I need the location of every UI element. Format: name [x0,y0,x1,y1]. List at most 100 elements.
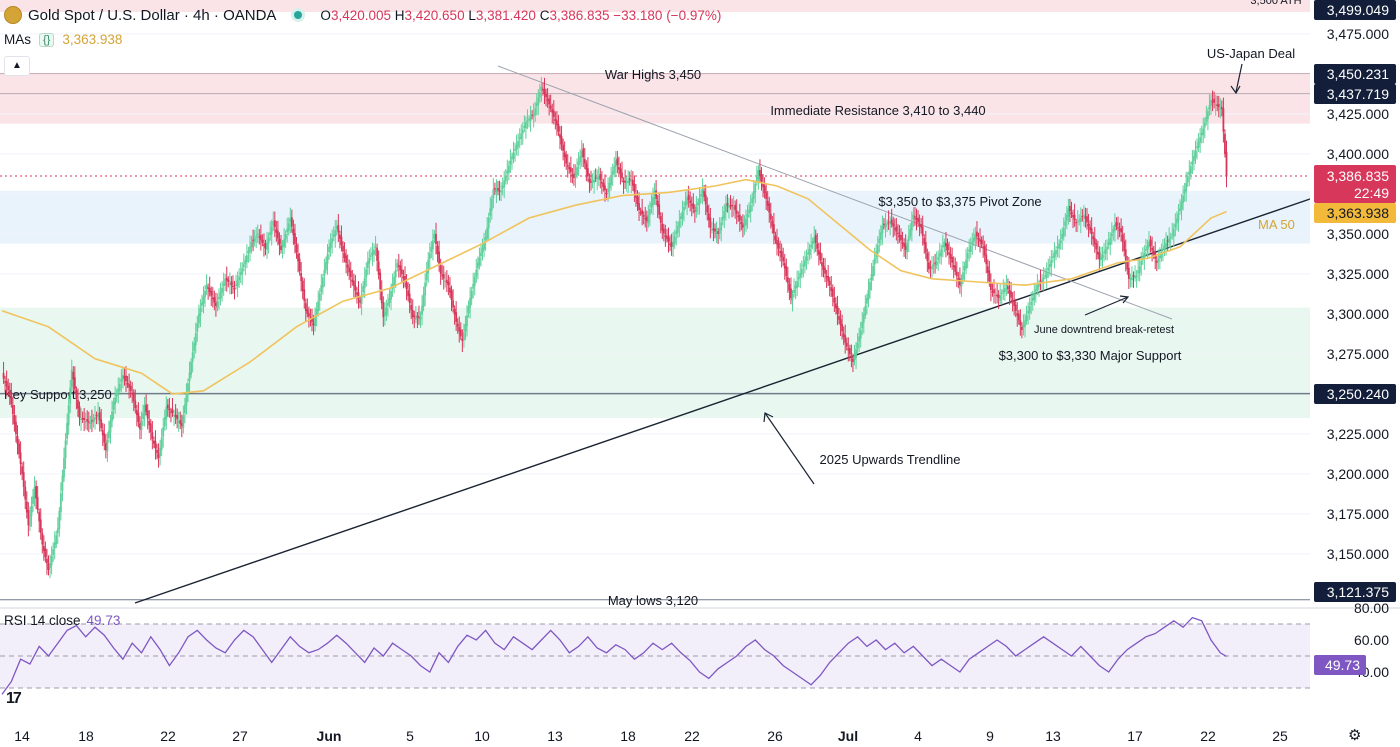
candle-body [607,188,609,193]
high-value: 3,420.650 [404,7,465,23]
candle-body [1207,111,1209,120]
candle-body [224,278,227,286]
candle-body [129,385,132,391]
candle-body [53,542,56,549]
candle-body [103,433,106,443]
candle-body [862,314,865,323]
candle-body [1090,228,1093,234]
candle-body [1042,277,1045,280]
candle-body [1112,228,1115,233]
candle-body [568,166,571,170]
settings-gear-icon[interactable]: ⚙ [1348,727,1362,744]
candle-body [532,114,535,117]
ath-label: 3,500 ATH [1250,0,1301,7]
collapse-legend-button[interactable]: ▲ [4,56,30,76]
candle-body [802,264,805,267]
candle-body [684,202,687,206]
candle-body [80,418,82,421]
candle-body [329,242,332,249]
candle-body [737,215,740,218]
candle-body [1131,277,1133,281]
last-price-tag-bg [1314,165,1396,203]
code-braces-icon[interactable]: {} [39,32,55,47]
time-axis-label: 18 [620,728,636,744]
candle-body [87,421,90,423]
tradingview-logo[interactable]: 17 [6,690,22,707]
top-clipped-zone [0,0,1310,12]
time-axis[interactable]: 14 18 22 27 Jun 5 10 13 18 22 26 Jul 4 9 13 17 22 25 [14,728,1288,744]
symbol-title[interactable]: Gold Spot / U.S. Dollar · 4h · OANDA [28,6,277,24]
candle-body [873,258,876,265]
candle-body [669,243,671,246]
time-axis-label: 4 [914,728,922,744]
price-tag-top-bg [1314,0,1396,20]
candle-body [315,309,318,315]
candle-body [382,302,385,318]
candle-body [122,374,124,381]
candle-body [711,228,713,231]
candle-body [1024,320,1026,327]
ma-legend[interactable]: MAs {} 3,363.938 [4,32,122,47]
close-label: C [539,7,550,23]
candle-body [357,292,360,299]
candle-body [1096,251,1099,255]
price-tag-war-highs-bg [1314,64,1396,84]
candle-body [33,486,36,499]
candle-body [208,287,211,293]
candle-body [549,105,552,109]
rsi-legend[interactable]: RSI 14 close 49.73 [4,613,120,628]
candle-body [1162,248,1164,251]
candle-body [1044,275,1047,277]
candle-body [959,278,961,286]
candle-body [1078,219,1081,221]
time-axis-label: 22 [684,728,700,744]
candle-body [176,415,179,420]
candle-body [946,243,949,251]
candle-body [1205,116,1208,122]
candle-body [661,223,664,231]
candle-body [1121,234,1124,242]
candle-body [455,312,458,322]
support-zone [0,307,1310,418]
candle-body [1033,293,1036,300]
candle-body [993,289,995,294]
candle-body [394,269,397,278]
candle-body [97,413,99,418]
candle-body [1089,226,1091,231]
candle-body [73,377,76,390]
candle-body [13,415,16,424]
candle-body [621,172,623,179]
candle-body [424,282,427,296]
candle-body [693,210,696,212]
price-axis[interactable]: 3,475.000 3,425.000 3,400.000 3,350.000 3,32… [0,0,1400,610]
candle-body [835,303,837,309]
candle-body [1118,229,1121,231]
candle-body [773,224,775,234]
candle-body [425,271,428,281]
candle-body [225,277,228,281]
candle-body [556,120,558,126]
candle-body [631,179,634,186]
candle-body [683,206,685,211]
candle-body [60,493,62,513]
time-axis-label: 13 [547,728,563,744]
candle-body [1224,133,1226,154]
candle-body [1065,214,1068,221]
candle-body [213,297,216,303]
candle-body [898,234,901,238]
candle-body [910,221,913,231]
candle-body [1138,266,1141,274]
candle-body [1127,267,1130,279]
candle-body [994,294,997,296]
candle-body [32,496,34,504]
candle-body [410,304,413,311]
candle-body [867,290,870,300]
candle-body [1211,101,1214,103]
candle-body [962,272,964,280]
candle-body [98,412,101,421]
candle-body [159,447,161,456]
candle-body [593,179,595,183]
candle-body [194,333,197,346]
